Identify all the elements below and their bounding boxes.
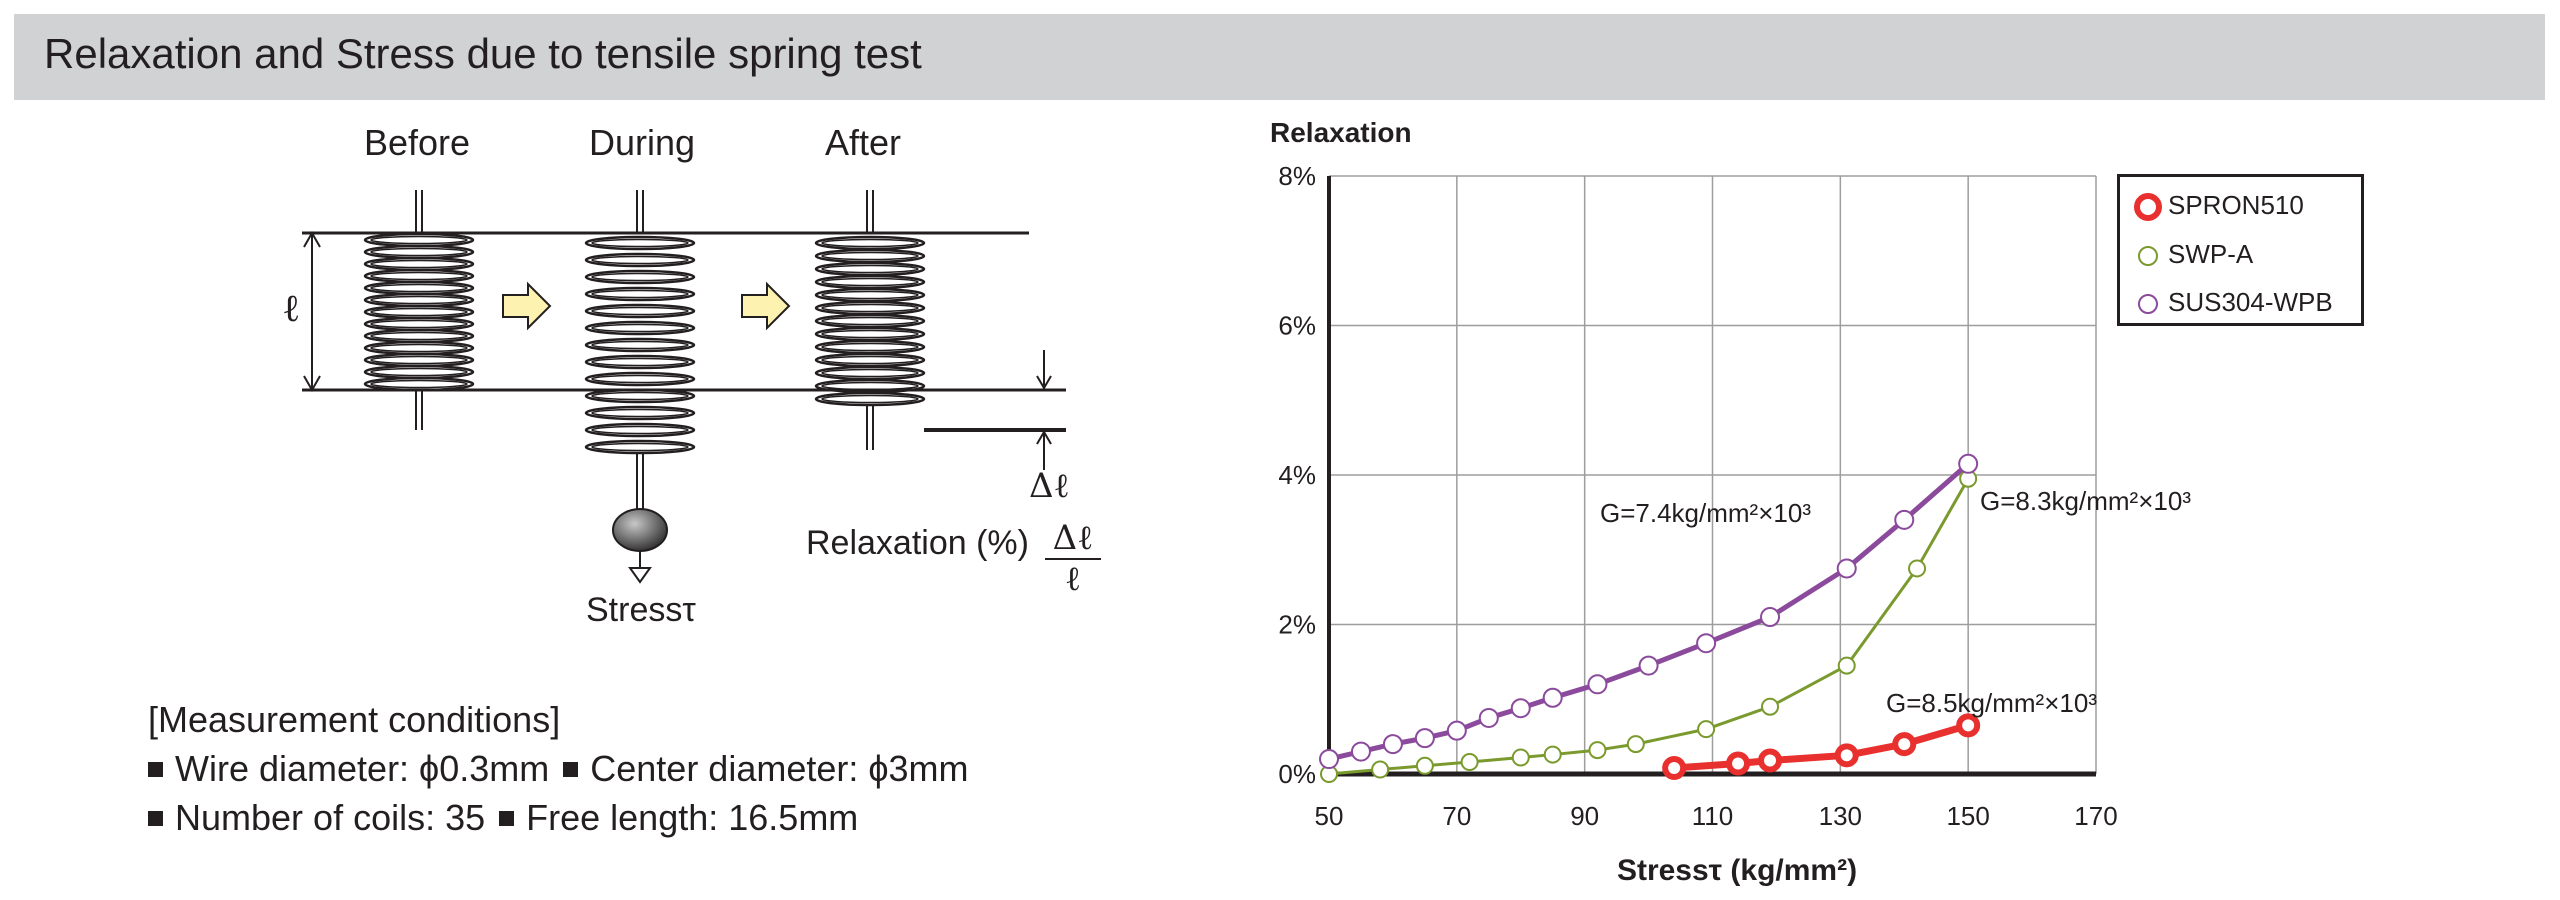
center-diameter: Center diameter: ϕ3mm [590, 748, 969, 789]
data-point-sus304-wpb [1638, 655, 1659, 676]
data-point-sus304-wpb [1446, 720, 1467, 741]
data-point-swp-a [1588, 741, 1607, 760]
conditions-line-2: Number of coils: 35 Free length: 16.5mm [148, 793, 969, 842]
data-point-swp-a [1908, 559, 1927, 578]
header-bar: Relaxation and Stress due to tensile spr… [14, 14, 2545, 100]
stress-label: Stressτ [586, 591, 696, 629]
x-tick-label: 90 [1570, 801, 1599, 831]
x-tick-label: 150 [1946, 801, 1989, 831]
data-point-spron510 [1758, 748, 1783, 773]
data-point-swp-a [1626, 735, 1645, 754]
chart-axes [1327, 176, 2096, 777]
free-length: Free length: 16.5mm [526, 797, 859, 838]
data-point-sus304-wpb [1696, 633, 1717, 654]
legend-marker-swp-a [2138, 246, 2158, 267]
page-title: Relaxation and Stress due to tensile spr… [44, 30, 922, 77]
legend-label-swp-a: SWP-A [2168, 239, 2254, 269]
chart-grid [1329, 175, 2097, 774]
chart-legend: SPRON510 SWP-A SUS304-WPB [2117, 174, 2364, 326]
stage-before-label: Before [364, 122, 471, 163]
arrow-right-icon [741, 281, 791, 331]
formula-numerator: Δℓ [1045, 518, 1101, 560]
x-tick-label: 50 [1315, 801, 1344, 831]
chart-labels: 50 70 90 110 130 150 170 0% 2% 4% 6% 8% Relaxation St… [1270, 117, 2191, 887]
spring-diagram [302, 190, 1066, 584]
formula-denominator: ℓ [1064, 559, 1082, 599]
bullet-icon [148, 811, 163, 826]
spring-during [584, 190, 696, 584]
legend-item-sus304-wpb: SUS304-WPB [2134, 287, 2333, 317]
x-axis-title: Stressτ (kg/mm²) [1617, 854, 1857, 887]
annotation-label: G=8.3kg/mm²×10³ [1980, 486, 2191, 516]
length-symbol: ℓ [282, 286, 301, 330]
chart-series [1319, 453, 1981, 783]
annotation-label: G=8.5kg/mm²×10³ [1886, 688, 2097, 718]
data-point-swp-a [1697, 720, 1716, 739]
x-tick-label: 170 [2074, 801, 2117, 831]
data-point-spron510 [1726, 751, 1751, 776]
spring-before [363, 190, 475, 430]
data-point-swp-a [1460, 753, 1479, 772]
data-point-spron510 [1892, 732, 1917, 757]
delta-length-symbol: Δℓ [1029, 466, 1070, 506]
data-point-spron510 [1834, 743, 1859, 768]
legend-marker-spron510 [2134, 193, 2162, 222]
measurement-conditions: [Measurement conditions] Wire diameter: … [148, 695, 969, 842]
stage-during-label: During [589, 122, 696, 163]
data-point-swp-a [1511, 748, 1530, 767]
data-point-sus304-wpb [1836, 558, 1857, 579]
relaxation-formula-fraction: Δℓ ℓ [1045, 518, 1101, 598]
bullet-icon [563, 762, 579, 777]
data-point-sus304-wpb [1414, 728, 1435, 749]
spring-after [814, 190, 926, 450]
data-point-swp-a [1371, 760, 1390, 779]
x-tick-label: 70 [1442, 801, 1471, 831]
data-point-sus304-wpb [1958, 453, 1979, 474]
data-point-sus304-wpb [1510, 698, 1531, 719]
annotation-label: G=7.4kg/mm²×10³ [1600, 498, 1811, 528]
x-tick-label: 110 [1692, 801, 1733, 831]
data-point-spron510 [1956, 713, 1981, 738]
y-axis-title: Relaxation [1270, 117, 1412, 148]
conditions-line-1: Wire diameter: ϕ0.3mm Center diameter: ϕ3… [148, 744, 969, 793]
data-point-spron510 [1662, 756, 1687, 781]
data-point-swp-a [1837, 656, 1856, 675]
legend-label-spron510: SPRON510 [2168, 190, 2304, 220]
relaxation-formula-label: Relaxation (%) [806, 524, 1029, 562]
data-point-sus304-wpb [1542, 687, 1563, 708]
y-tick-label: 6% [1278, 311, 1316, 341]
bullet-icon [499, 811, 515, 826]
y-tick-label: 0% [1278, 759, 1316, 789]
stage-after-label: After [825, 122, 902, 163]
wire-diameter: Wire diameter: ϕ0.3mm [175, 748, 550, 789]
legend-marker-sus304-wpb [2138, 294, 2158, 315]
y-tick-label: 2% [1278, 610, 1316, 640]
data-point-swp-a [1543, 745, 1562, 764]
legend-item-spron510: SPRON510 [2134, 190, 2304, 222]
data-point-sus304-wpb [1350, 741, 1371, 762]
series-line-spron510 [1673, 722, 1970, 772]
legend-item-swp-a: SWP-A [2134, 239, 2253, 269]
data-point-sus304-wpb [1382, 734, 1403, 755]
x-tick-label: 130 [1819, 801, 1862, 831]
y-tick-label: 4% [1278, 460, 1316, 490]
data-point-sus304-wpb [1894, 509, 1915, 530]
data-point-sus304-wpb [1319, 749, 1339, 770]
legend-label-sus304-wpb: SUS304-WPB [2168, 287, 2333, 317]
data-point-sus304-wpb [1478, 707, 1499, 728]
bullet-icon [148, 762, 163, 777]
data-point-sus304-wpb [1587, 674, 1608, 695]
y-tick-label: 8% [1278, 161, 1316, 191]
data-point-swp-a [1415, 756, 1434, 775]
data-point-swp-a [1761, 697, 1780, 716]
number-of-coils: Number of coils: 35 [175, 797, 486, 838]
data-point-sus304-wpb [1760, 607, 1781, 628]
arrow-right-icon [502, 281, 552, 331]
conditions-heading: [Measurement conditions] [148, 699, 561, 740]
